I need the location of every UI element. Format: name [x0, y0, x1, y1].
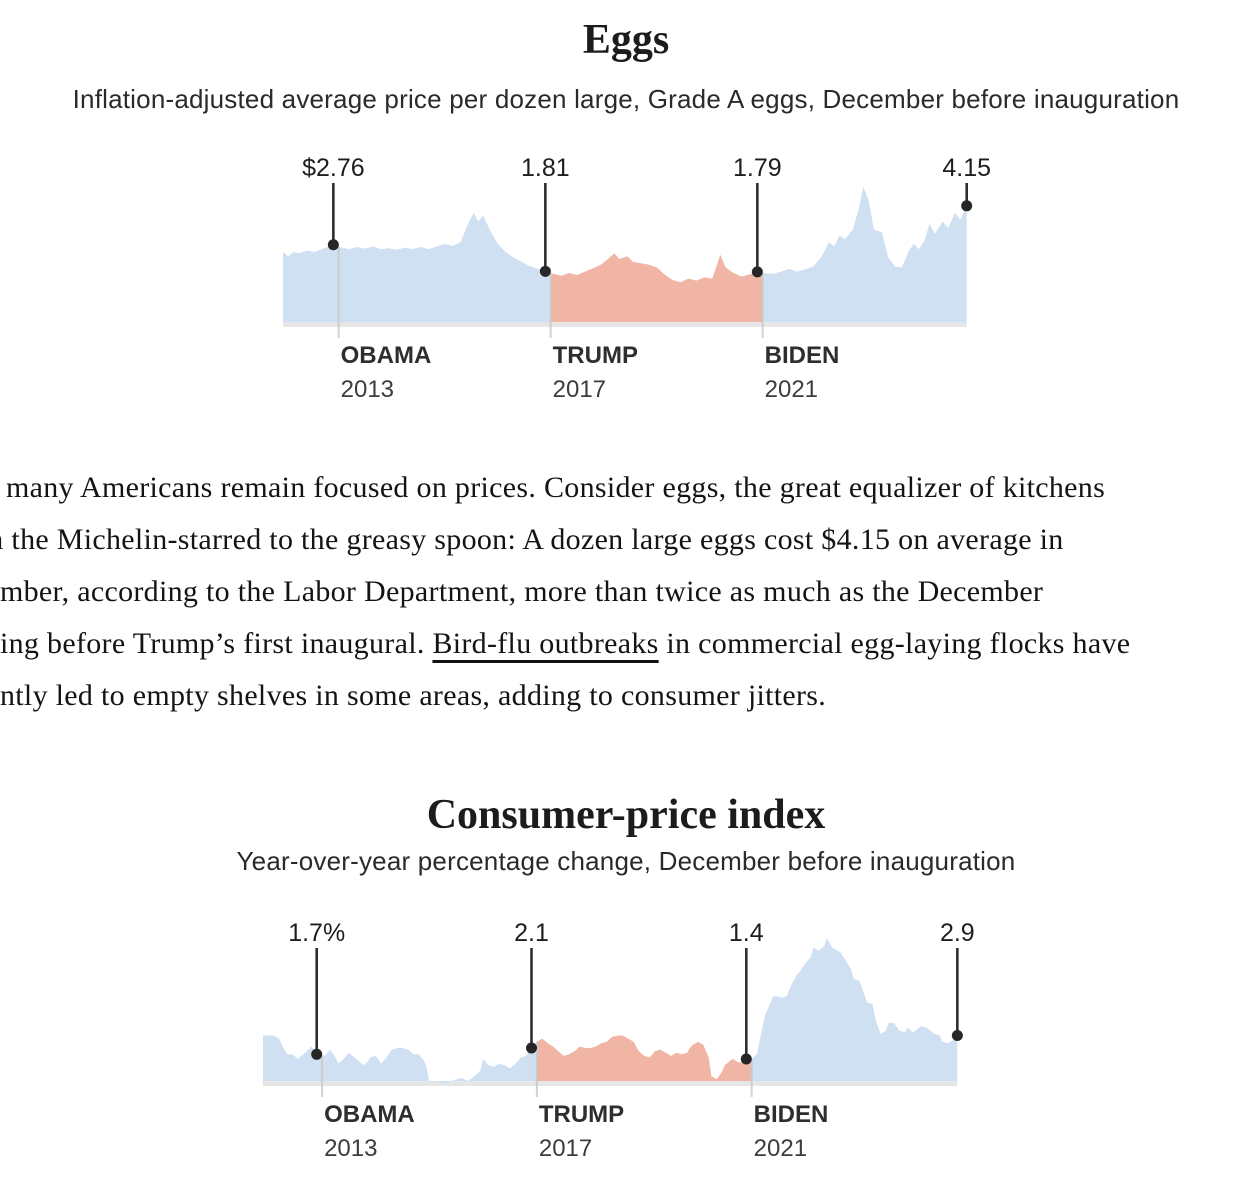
- paragraph-line: many Americans remain focused on prices.…: [6, 471, 1106, 504]
- president-label: OBAMA: [341, 342, 432, 369]
- cpi-chart-title: Consumer-price index: [426, 792, 826, 838]
- callout-dot: [526, 1042, 537, 1054]
- value-label: 1.79: [733, 154, 782, 182]
- paragraph-line: ing before Trump’s first inaugural. Bird…: [0, 618, 1252, 670]
- callout-dot: [951, 1029, 963, 1041]
- eggs-chart-title: Eggs: [582, 17, 670, 63]
- cpi-area-chart: OBAMA 2013 TRUMP 2017 BIDEN 2021 1.7% 2.1 1.4 2.9: [263, 919, 975, 1162]
- value-label: 1.7%: [288, 919, 345, 947]
- cpi-chart-subtitle: Year-over-year percentage change, Decemb…: [236, 846, 1016, 876]
- bird-flu-outbreaks-link[interactable]: Bird-flu outbreaks: [432, 627, 659, 660]
- inauguration-year-label: 2021: [765, 376, 818, 403]
- area-segment-biden: [751, 938, 958, 1081]
- callout-dot: [740, 1053, 752, 1065]
- area-segment-trump: [536, 1035, 752, 1081]
- paragraph-line: ntly led to empty shelves in some areas,…: [0, 679, 827, 712]
- callout-dot: [327, 239, 339, 251]
- value-label: 1.4: [729, 919, 764, 947]
- paragraph-text: in commercial egg-laying flocks have: [658, 627, 1131, 660]
- inauguration-year-label: 2013: [324, 1135, 377, 1162]
- x-axis-baseline-strip: [283, 322, 967, 327]
- x-axis-baseline-strip: [263, 1081, 958, 1086]
- callout-dot: [751, 266, 763, 278]
- value-label: 2.9: [940, 919, 975, 947]
- president-label: TRUMP: [553, 342, 638, 369]
- paragraph-line: m the Michelin-starred to the greasy spo…: [0, 523, 1064, 556]
- article-paragraph: many Americans remain focused on prices.…: [0, 462, 1252, 722]
- eggs-chart-subtitle: Inflation-adjusted average price per doz…: [72, 84, 1180, 114]
- president-label: OBAMA: [324, 1101, 415, 1128]
- president-label: BIDEN: [765, 342, 840, 369]
- value-label: 1.81: [521, 154, 570, 182]
- paragraph-line: mber, according to the Labor Department,…: [0, 575, 1044, 608]
- area-segment-obama: [283, 212, 551, 322]
- president-label: BIDEN: [754, 1101, 829, 1128]
- value-label: 4.15: [942, 154, 991, 182]
- president-label: TRUMP: [539, 1101, 624, 1128]
- inauguration-year-label: 2017: [553, 376, 606, 403]
- area-segment-trump: [550, 253, 763, 322]
- eggs-price-area-chart: OBAMA 2013 TRUMP 2017 BIDEN 2021 $2.76 1.81 1.79…: [283, 154, 991, 403]
- area-segment-biden: [762, 186, 967, 322]
- inauguration-year-label: 2017: [539, 1135, 592, 1162]
- paragraph-text: ing before Trump’s first inaugural.: [0, 627, 433, 660]
- callout-dot: [539, 265, 551, 277]
- value-label: $2.76: [302, 154, 365, 182]
- value-label: 2.1: [514, 919, 549, 947]
- area-segment-obama: [263, 1035, 537, 1085]
- callout-dot: [961, 200, 973, 212]
- inauguration-year-label: 2013: [341, 376, 394, 403]
- callout-dot: [311, 1048, 323, 1060]
- inauguration-year-label: 2021: [754, 1135, 807, 1162]
